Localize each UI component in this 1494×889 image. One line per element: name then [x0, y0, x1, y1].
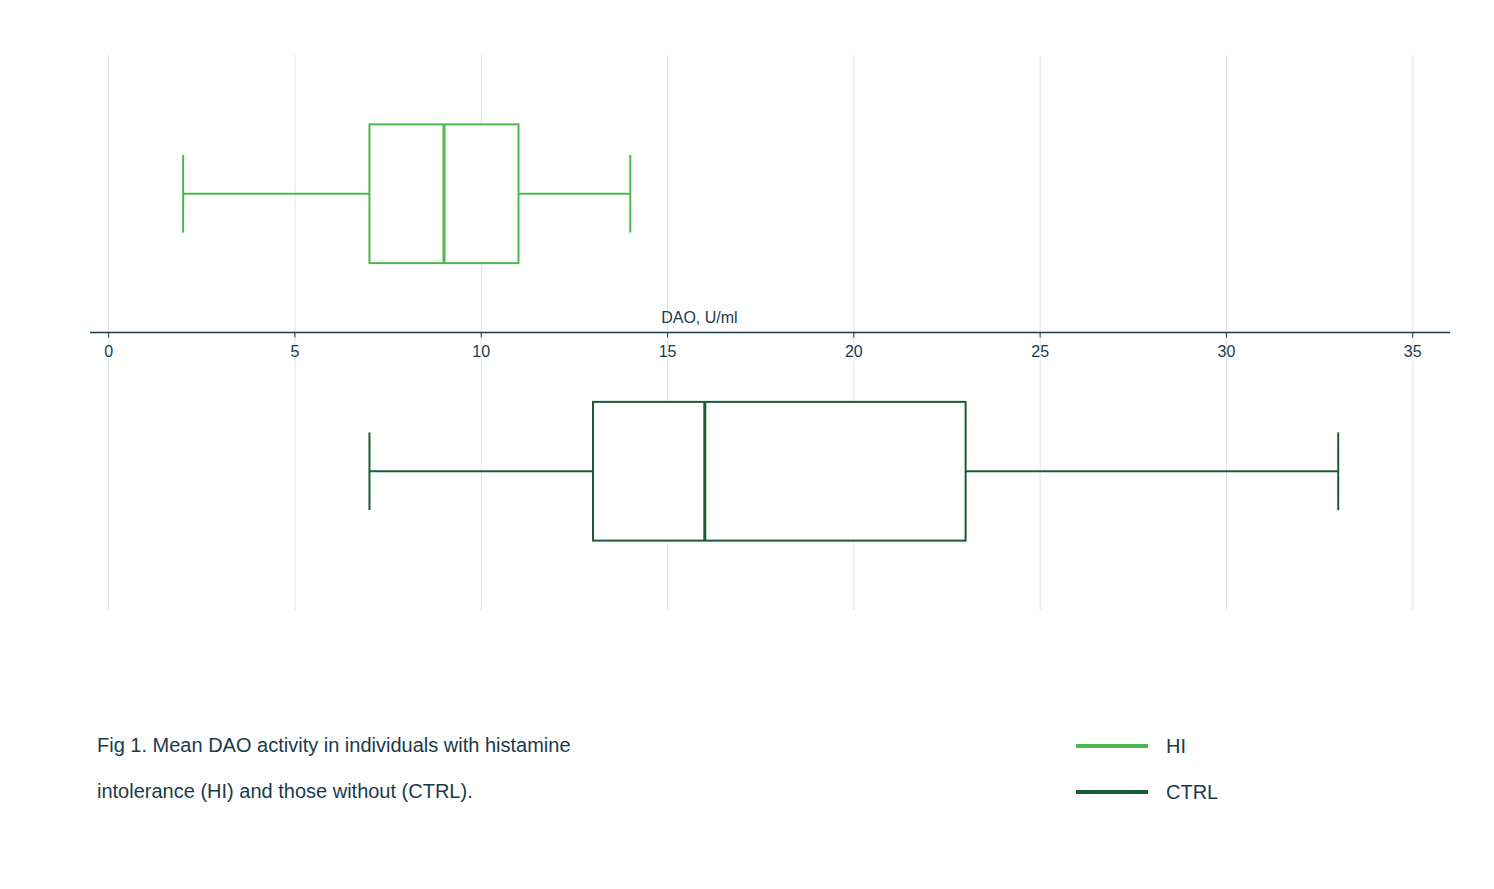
- tick-mark: [108, 333, 109, 338]
- x-axis-label: DAO, U/ml: [661, 309, 737, 326]
- grid-line: [1040, 55, 1041, 610]
- whisker-high: [966, 470, 1339, 472]
- chart-svg: 0 5 10 15 20 25 30 35 DAO, U/ml Fig 1. Mean DAO a…: [0, 0, 1494, 889]
- tick-label: 10: [472, 343, 490, 360]
- grid-line: [1226, 55, 1227, 610]
- tick-mark: [853, 333, 854, 338]
- tick-mark: [1040, 333, 1041, 338]
- x-ticks: 0 5 10 15 20 25 30 35: [104, 333, 1422, 360]
- grid-line: [294, 55, 295, 610]
- whisker-low: [369, 470, 593, 472]
- tick-label: 20: [845, 343, 863, 360]
- grid-line: [108, 55, 109, 610]
- tick-label: 25: [1031, 343, 1049, 360]
- whisker-cap-high: [1337, 432, 1339, 510]
- tick-mark: [294, 333, 295, 338]
- legend-label: CTRL: [1166, 781, 1218, 803]
- tick-mark: [667, 333, 668, 338]
- grid-line: [1412, 55, 1413, 610]
- caption: Fig 1. Mean DAO activity in individuals …: [97, 734, 571, 756]
- x-axis-line: [90, 332, 1450, 334]
- whisker-cap-low: [182, 155, 184, 233]
- whisker-cap-low: [368, 432, 370, 510]
- legend-swatch: [1076, 744, 1148, 748]
- legend-label: HI: [1166, 735, 1186, 757]
- median: [703, 402, 706, 541]
- tick-label: 0: [104, 343, 113, 360]
- tick-label: 15: [659, 343, 677, 360]
- box-plot: [369, 402, 1338, 541]
- tick-mark: [481, 333, 482, 338]
- tick-mark: [1226, 333, 1227, 338]
- median: [442, 124, 445, 263]
- box-plot: [183, 124, 630, 263]
- caption: intolerance (HI) and those without (CTRL…: [97, 780, 473, 802]
- tick-label: 30: [1218, 343, 1236, 360]
- tick-label: 5: [290, 343, 299, 360]
- box: [593, 402, 966, 541]
- tick-mark: [1412, 333, 1413, 338]
- legend: HI CTRL: [1076, 735, 1218, 803]
- tick-label: 35: [1404, 343, 1422, 360]
- whisker-low: [183, 193, 369, 195]
- legend-swatch: [1076, 790, 1148, 794]
- whisker-high: [518, 193, 630, 195]
- chart-container: 0 5 10 15 20 25 30 35 DAO, U/ml Fig 1. Mean DAO a…: [0, 0, 1494, 889]
- whisker-cap-high: [629, 155, 631, 233]
- box: [369, 124, 518, 263]
